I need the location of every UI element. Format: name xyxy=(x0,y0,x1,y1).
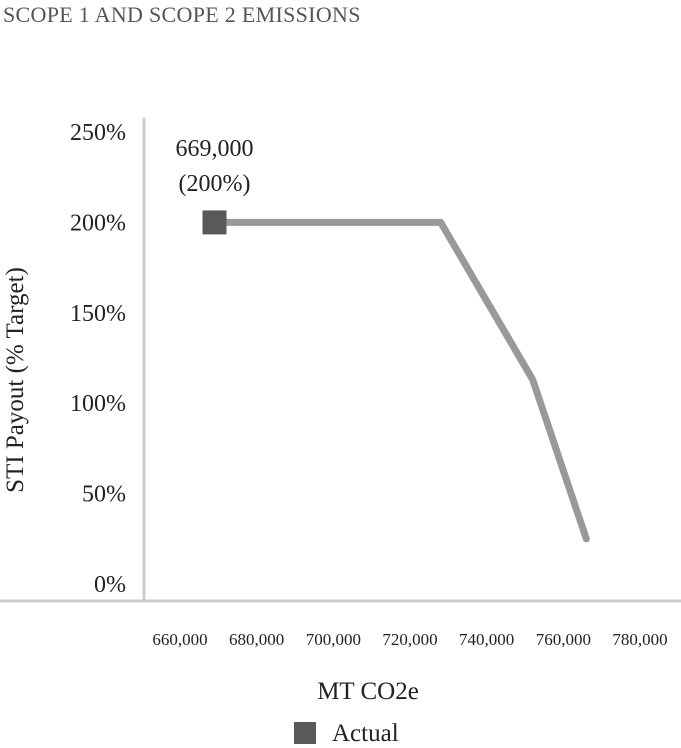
legend-label-actual: Actual xyxy=(332,720,399,747)
y-tick-label: 250% xyxy=(70,120,126,146)
actual-marker xyxy=(202,210,227,235)
y-axis-tick-labels: 0% 50% 100% 150% 200% 250% xyxy=(70,120,126,598)
x-tick-label: 680,000 xyxy=(229,630,284,649)
payout-curve-line xyxy=(211,218,590,543)
x-axis-tick-labels: 660,000 680,000 700,000 720,000 740,000 760,0… xyxy=(152,630,667,649)
x-axis-label: MT CO2e xyxy=(317,678,419,705)
x-tick-label: 780,000 xyxy=(612,630,667,649)
y-tick-label: 200% xyxy=(70,210,126,236)
y-tick-label: 150% xyxy=(70,301,126,327)
actual-percent-label: (200%) xyxy=(179,171,251,197)
legend: Actual xyxy=(294,720,399,747)
x-tick-label: 740,000 xyxy=(459,630,514,649)
y-tick-label: 100% xyxy=(70,391,126,417)
y-tick-label: 50% xyxy=(82,482,126,508)
chart-title: SCOPE 1 AND SCOPE 2 EMISSIONS xyxy=(3,2,361,27)
x-tick-label: 760,000 xyxy=(536,630,591,649)
y-axis-label: STI Payout (% Target) xyxy=(2,267,29,493)
x-tick-label: 660,000 xyxy=(152,630,207,649)
x-tick-label: 700,000 xyxy=(306,630,361,649)
y-tick-label: 0% xyxy=(94,572,126,598)
x-tick-label: 720,000 xyxy=(382,630,437,649)
actual-value-label: 669,000 xyxy=(176,136,254,162)
legend-swatch-actual xyxy=(294,722,316,744)
